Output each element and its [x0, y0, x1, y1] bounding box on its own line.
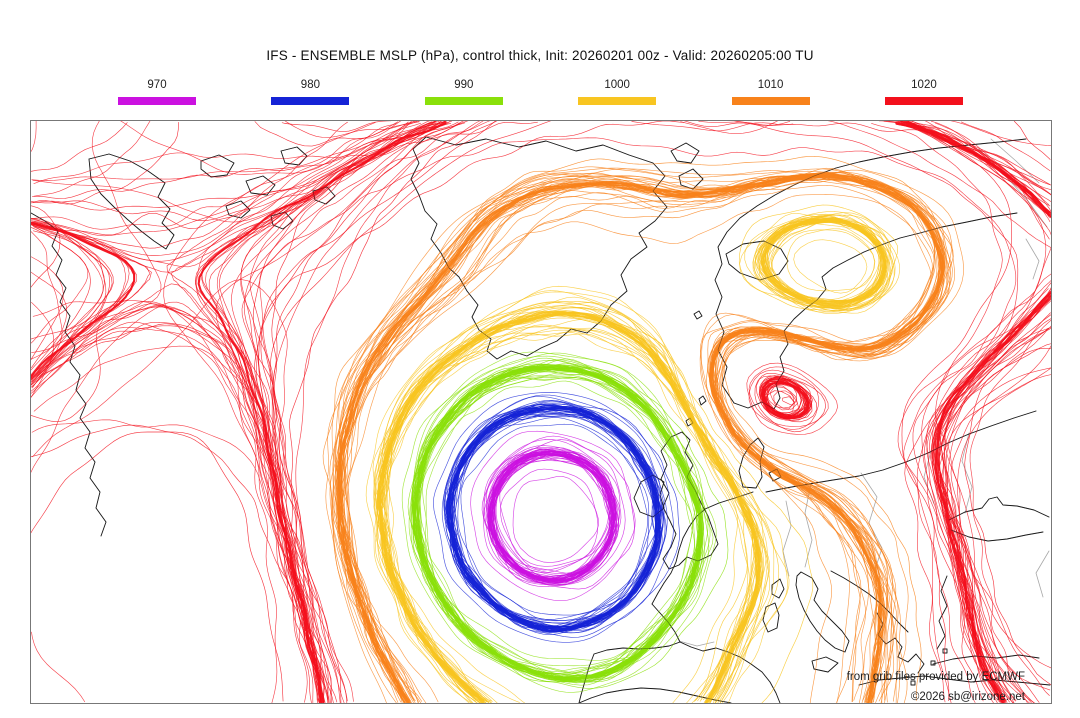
- legend-item-980: 980: [271, 79, 350, 105]
- legend-swatch: [731, 97, 810, 105]
- legend-swatch: [424, 97, 503, 105]
- map-panel: from grib files provided by ECMWF ©2026 …: [30, 120, 1052, 704]
- legend-item-1000: 1000: [578, 79, 657, 105]
- legend-swatch: [884, 97, 963, 105]
- legend-label: 1010: [757, 79, 784, 91]
- attribution: from grib files provided by ECMWF ©2026 …: [847, 667, 1025, 707]
- legend-label: 1020: [911, 79, 937, 91]
- legend-label: 970: [147, 79, 167, 91]
- attribution-source: from grib files provided by ECMWF: [846, 671, 1025, 683]
- legend-label: 980: [300, 79, 320, 91]
- legend-swatch: [118, 97, 196, 105]
- legend-item-1010: 1010: [731, 79, 810, 105]
- legend-item-970: 970: [118, 79, 196, 105]
- ensemble-map-canvas: [31, 121, 1051, 703]
- legend-item-990: 990: [424, 79, 503, 105]
- legend-label: 990: [454, 79, 474, 91]
- chart-title: IFS - ENSEMBLE MSLP (hPa), control thick…: [266, 48, 814, 63]
- attribution-copyright: ©2026 sb@irizone.net: [910, 691, 1025, 703]
- pressure-legend: 970 980 990 1000 1010 1020: [118, 79, 963, 105]
- legend-label: 1000: [604, 79, 630, 91]
- legend-swatch: [271, 97, 350, 105]
- legend-item-1020: 1020: [884, 79, 963, 105]
- legend-swatch: [578, 97, 657, 105]
